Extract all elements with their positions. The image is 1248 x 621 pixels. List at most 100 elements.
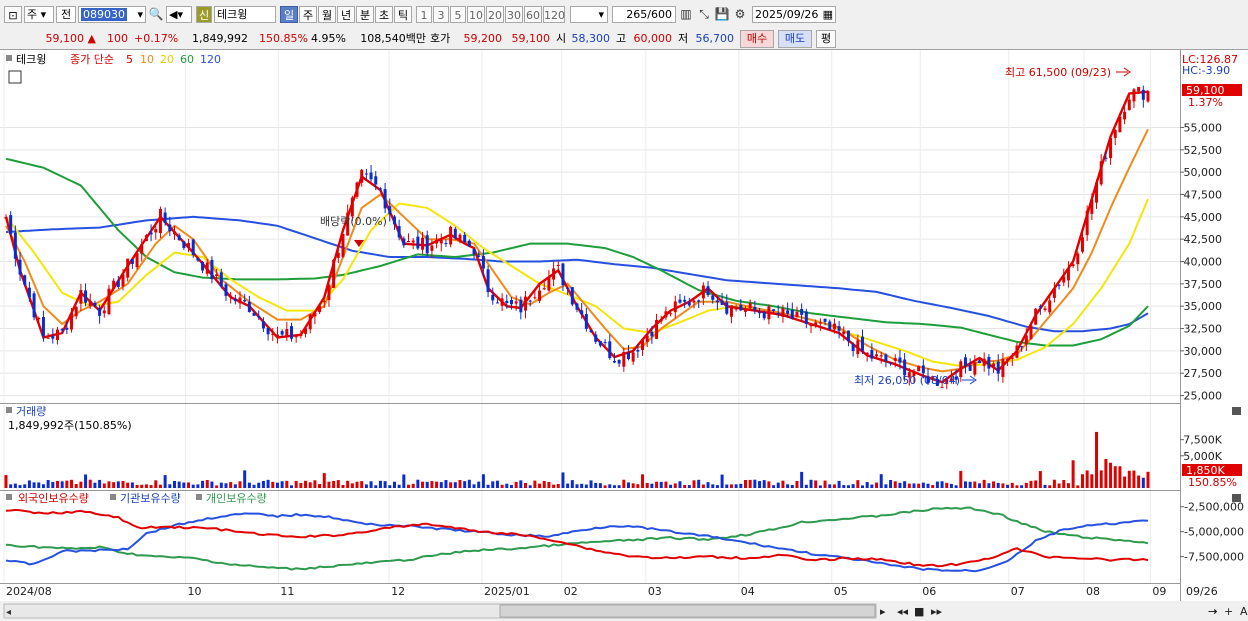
zoom-in-icon[interactable]: + xyxy=(1224,605,1233,618)
prev-button[interactable]: 전 xyxy=(56,6,76,23)
volume-bar xyxy=(842,485,846,488)
candle-body xyxy=(552,268,556,280)
candle-body xyxy=(205,262,209,274)
candle-body xyxy=(196,258,200,261)
sell-button[interactable]: 매도 xyxy=(778,30,812,48)
interval-tab-6[interactable]: 60 xyxy=(524,6,542,23)
draw-tool-icon[interactable]: ⤡ xyxy=(699,7,709,21)
panel-handle-icon[interactable] xyxy=(6,55,12,61)
interval-tab-4[interactable]: 20 xyxy=(486,6,504,23)
candle-type-icon[interactable]: ▥ xyxy=(680,7,692,21)
candle-body xyxy=(608,341,612,359)
interval-tab-0[interactable]: 1 xyxy=(416,6,432,23)
volume-bar xyxy=(215,485,219,488)
period-tab-3[interactable]: 년 xyxy=(337,6,355,23)
market-select[interactable]: 주 ▾ xyxy=(24,6,54,23)
save-icon[interactable]: 💾 xyxy=(714,7,730,21)
scroll-left-icon[interactable]: ◂ xyxy=(6,607,11,618)
panel-handle-icon[interactable] xyxy=(6,407,12,413)
open-value: 58,300 xyxy=(571,32,611,45)
candle-body xyxy=(743,308,747,312)
institution-holdings-label: 기관보유수량 xyxy=(120,492,181,505)
period-tab-5[interactable]: 초 xyxy=(375,6,393,23)
buy-button[interactable]: 매수 xyxy=(740,30,774,48)
interval-select[interactable]: ▾ xyxy=(570,6,608,23)
volume-bar xyxy=(313,480,317,488)
period-tab-1[interactable]: 주 xyxy=(299,6,317,23)
scroll-right-icon[interactable]: ▸ xyxy=(880,605,886,618)
volume-bar xyxy=(23,484,27,488)
date-input[interactable]: 2025/09/26 ▦ xyxy=(752,6,836,23)
volume-bar xyxy=(884,484,888,488)
scrollbar-thumb[interactable] xyxy=(499,604,876,618)
candle-body xyxy=(299,334,303,336)
count-input[interactable]: 265/600 xyxy=(612,6,676,23)
settings-gear-icon[interactable]: ⚙ xyxy=(734,7,746,21)
tool-icon-2[interactable]: ⇢ xyxy=(1208,605,1217,618)
y-tick-label: 35,000 xyxy=(1184,300,1223,313)
tool-icon-4[interactable]: ⇢ xyxy=(1208,605,1217,618)
candle-body xyxy=(678,299,682,303)
candle-body xyxy=(238,297,242,304)
tool-icon-5[interactable]: ⇢ xyxy=(1208,605,1217,618)
volume-bar xyxy=(458,480,462,488)
month-label: 11 xyxy=(280,585,294,598)
search-icon[interactable]: 🔍 xyxy=(148,7,164,21)
candle-body xyxy=(767,306,771,320)
rewind-icon[interactable]: ◂◂ xyxy=(897,605,909,618)
tool-icon-3[interactable]: ⇢ xyxy=(1208,605,1217,618)
volume-bar xyxy=(846,485,850,488)
panel-handle-icon[interactable] xyxy=(196,494,202,500)
interval-tab-1[interactable]: 3 xyxy=(433,6,449,23)
table-view-icon[interactable] xyxy=(8,70,22,84)
volume-bar xyxy=(659,481,663,488)
candle-body xyxy=(327,284,331,300)
panel-close-icon[interactable] xyxy=(1232,407,1241,415)
interval-tab-7[interactable]: 120 xyxy=(543,6,565,23)
panel-handle-icon[interactable] xyxy=(6,494,12,500)
stock-name-field[interactable]: 테크윙 xyxy=(214,6,276,23)
window-menu-icon[interactable]: ⊡ xyxy=(4,6,22,23)
candle-body xyxy=(1132,89,1136,102)
candle-body xyxy=(294,336,298,338)
candle-body xyxy=(486,269,490,293)
volume-bar xyxy=(41,484,45,488)
period-tab-2[interactable]: 월 xyxy=(318,6,336,23)
candle-body xyxy=(903,359,907,376)
volume-bar xyxy=(673,483,677,488)
period-tab-0[interactable]: 일 xyxy=(280,6,298,23)
candle-body xyxy=(1024,335,1028,345)
interval-tab-2[interactable]: 5 xyxy=(450,6,466,23)
volume-bar xyxy=(112,482,116,488)
tool-icon-1[interactable]: ⇢ xyxy=(1208,605,1217,618)
volume-bar xyxy=(1090,474,1094,488)
volume-bar xyxy=(238,481,242,488)
speaker-select[interactable]: ◀▾ xyxy=(166,6,192,23)
shin-button[interactable]: 신 xyxy=(196,6,212,23)
volume-bar xyxy=(271,481,275,488)
period-tab-4[interactable]: 분 xyxy=(356,6,374,23)
eval-button[interactable]: 평 xyxy=(816,30,836,48)
fast-forward-icon[interactable]: ▸▸ xyxy=(931,605,943,618)
moving-averages xyxy=(4,90,1149,384)
candle-body xyxy=(187,243,191,248)
volume-bar xyxy=(1057,483,1061,488)
count-value: 265 xyxy=(626,8,648,21)
volume-bar xyxy=(98,479,102,488)
panel-close-icon[interactable] xyxy=(1232,494,1241,502)
stop-icon[interactable]: ■ xyxy=(914,605,924,618)
interval-tab-3[interactable]: 10 xyxy=(467,6,485,23)
high-value: 60,000 xyxy=(633,32,673,45)
zoom-out-icon[interactable]: − xyxy=(1208,605,1217,618)
period-tab-6[interactable]: 틱 xyxy=(394,6,412,23)
candle-body xyxy=(687,302,691,306)
candle-body xyxy=(1109,137,1113,159)
candle-body xyxy=(350,197,354,217)
stock-chart[interactable]: 55,000 52,500 50,000 47,500 45,000 42,500 40,0… xyxy=(0,50,1248,621)
interval-tab-5[interactable]: 30 xyxy=(505,6,523,23)
panel-handle-icon[interactable] xyxy=(110,494,116,500)
volume-bar xyxy=(907,483,911,488)
auto-scale-icon[interactable]: A xyxy=(1240,605,1248,618)
stock-code-input[interactable]: 089030 ▾ xyxy=(78,6,146,23)
calendar-icon[interactable]: ▦ xyxy=(822,8,833,21)
